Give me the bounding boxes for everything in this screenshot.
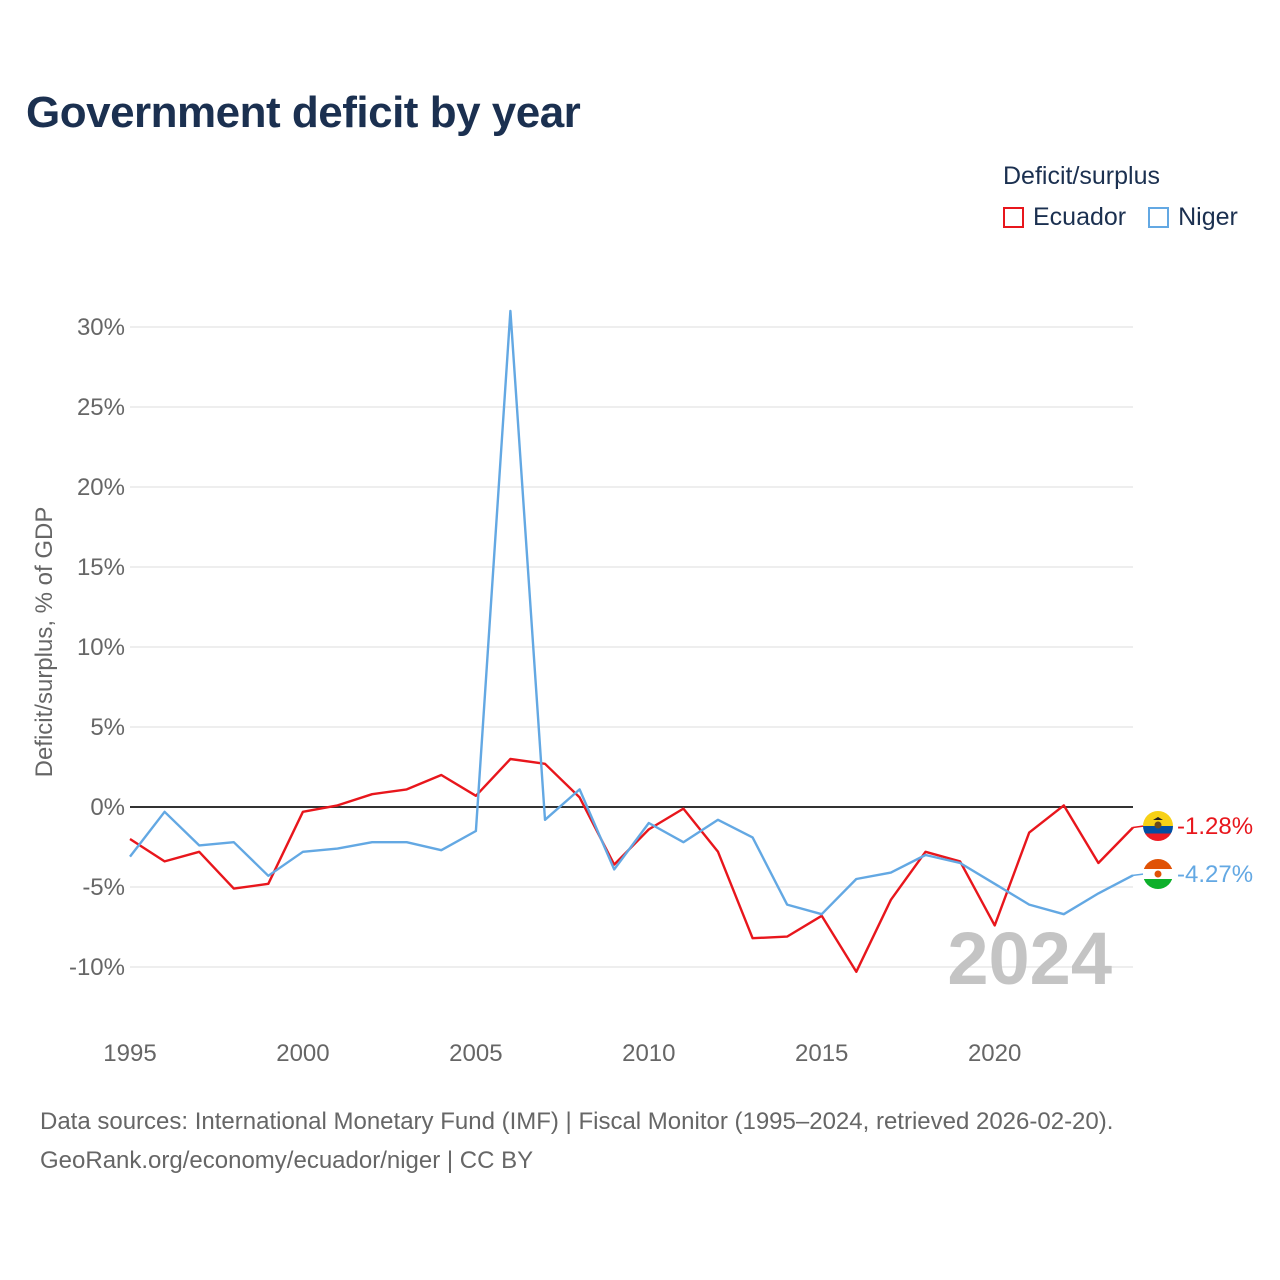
legend-swatch-niger bbox=[1148, 207, 1170, 228]
end-connector bbox=[1132, 825, 1145, 829]
y-tick-label: 25% bbox=[77, 394, 125, 421]
end-connector bbox=[1132, 873, 1145, 877]
series-line-niger[interactable] bbox=[129, 309, 1134, 916]
y-tick-label: -5% bbox=[82, 874, 125, 901]
y-axis-label: Deficit/surplus, % of GDP bbox=[31, 507, 58, 778]
legend-title: Deficit/surplus bbox=[1003, 162, 1160, 190]
x-tick-label: 1995 bbox=[103, 1040, 156, 1067]
legend-item-ecuador[interactable]: Ecuador bbox=[1003, 203, 1126, 232]
y-tick-label: 20% bbox=[77, 474, 125, 501]
series-lines bbox=[129, 309, 1134, 973]
x-axis-ticks: 1995 2000 2005 2010 2015 2020 bbox=[103, 1040, 1021, 1067]
y-tick-label: -10% bbox=[69, 954, 125, 981]
year-watermark: 2024 bbox=[947, 917, 1112, 1000]
x-tick-label: 2010 bbox=[622, 1040, 675, 1067]
legend: Ecuador Niger bbox=[1003, 203, 1238, 232]
credit-link[interactable]: GeoRank.org/economy/ecuador/niger | CC B… bbox=[40, 1147, 534, 1174]
grid-lines bbox=[130, 326, 1133, 968]
y-tick-label: 5% bbox=[90, 714, 125, 741]
y-tick-label: 0% bbox=[90, 794, 125, 821]
x-tick-label: 2015 bbox=[795, 1040, 848, 1067]
y-tick-label: 30% bbox=[77, 314, 125, 341]
ecuador-flag-icon bbox=[1143, 811, 1173, 841]
legend-item-niger[interactable]: Niger bbox=[1148, 203, 1238, 232]
line-chart: -10% -5% 0% 5% 10% 15% 20% 25% 30% 1995 2000 2005 2… bbox=[31, 309, 1253, 1067]
end-value-label-ecuador: -1.28% bbox=[1177, 813, 1253, 840]
y-axis-ticks: -10% -5% 0% 5% 10% 15% 20% 25% 30% bbox=[69, 314, 125, 981]
y-tick-label: 15% bbox=[77, 554, 125, 581]
end-markers: -1.28% -4.27% bbox=[1132, 811, 1253, 889]
legend-label-ecuador: Ecuador bbox=[1033, 203, 1127, 231]
end-value-label-niger: -4.27% bbox=[1177, 861, 1253, 888]
legend-label-niger: Niger bbox=[1178, 203, 1238, 231]
x-tick-label: 2005 bbox=[449, 1040, 502, 1067]
data-sources: Data sources: International Monetary Fun… bbox=[40, 1108, 1114, 1135]
x-tick-label: 2020 bbox=[968, 1040, 1021, 1067]
niger-flag-icon bbox=[1143, 859, 1173, 889]
chart-title: Government deficit by year bbox=[26, 88, 581, 137]
legend-swatch-ecuador bbox=[1003, 207, 1024, 228]
y-tick-label: 10% bbox=[77, 634, 125, 661]
x-tick-label: 2000 bbox=[276, 1040, 329, 1067]
